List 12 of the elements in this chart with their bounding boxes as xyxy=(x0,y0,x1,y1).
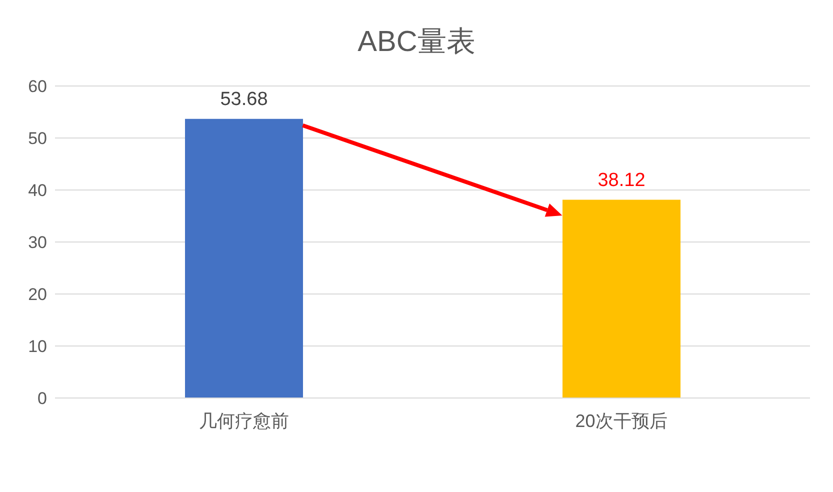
y-tick-label: 40 xyxy=(28,181,47,200)
data-label: 53.68 xyxy=(220,88,268,110)
y-tick-label: 60 xyxy=(28,77,47,96)
x-tick-label: 20次干预后 xyxy=(575,410,668,431)
y-tick-label: 30 xyxy=(28,233,47,252)
x-tick-label: 几何疗愈前 xyxy=(198,410,289,431)
y-tick-label: 0 xyxy=(38,389,47,408)
data-label: 38.12 xyxy=(598,170,646,191)
y-tick-label: 50 xyxy=(28,129,47,148)
y-tick-label: 20 xyxy=(28,285,47,304)
chart-title: ABC量表 xyxy=(356,25,476,60)
y-tick-label: 10 xyxy=(28,337,47,356)
